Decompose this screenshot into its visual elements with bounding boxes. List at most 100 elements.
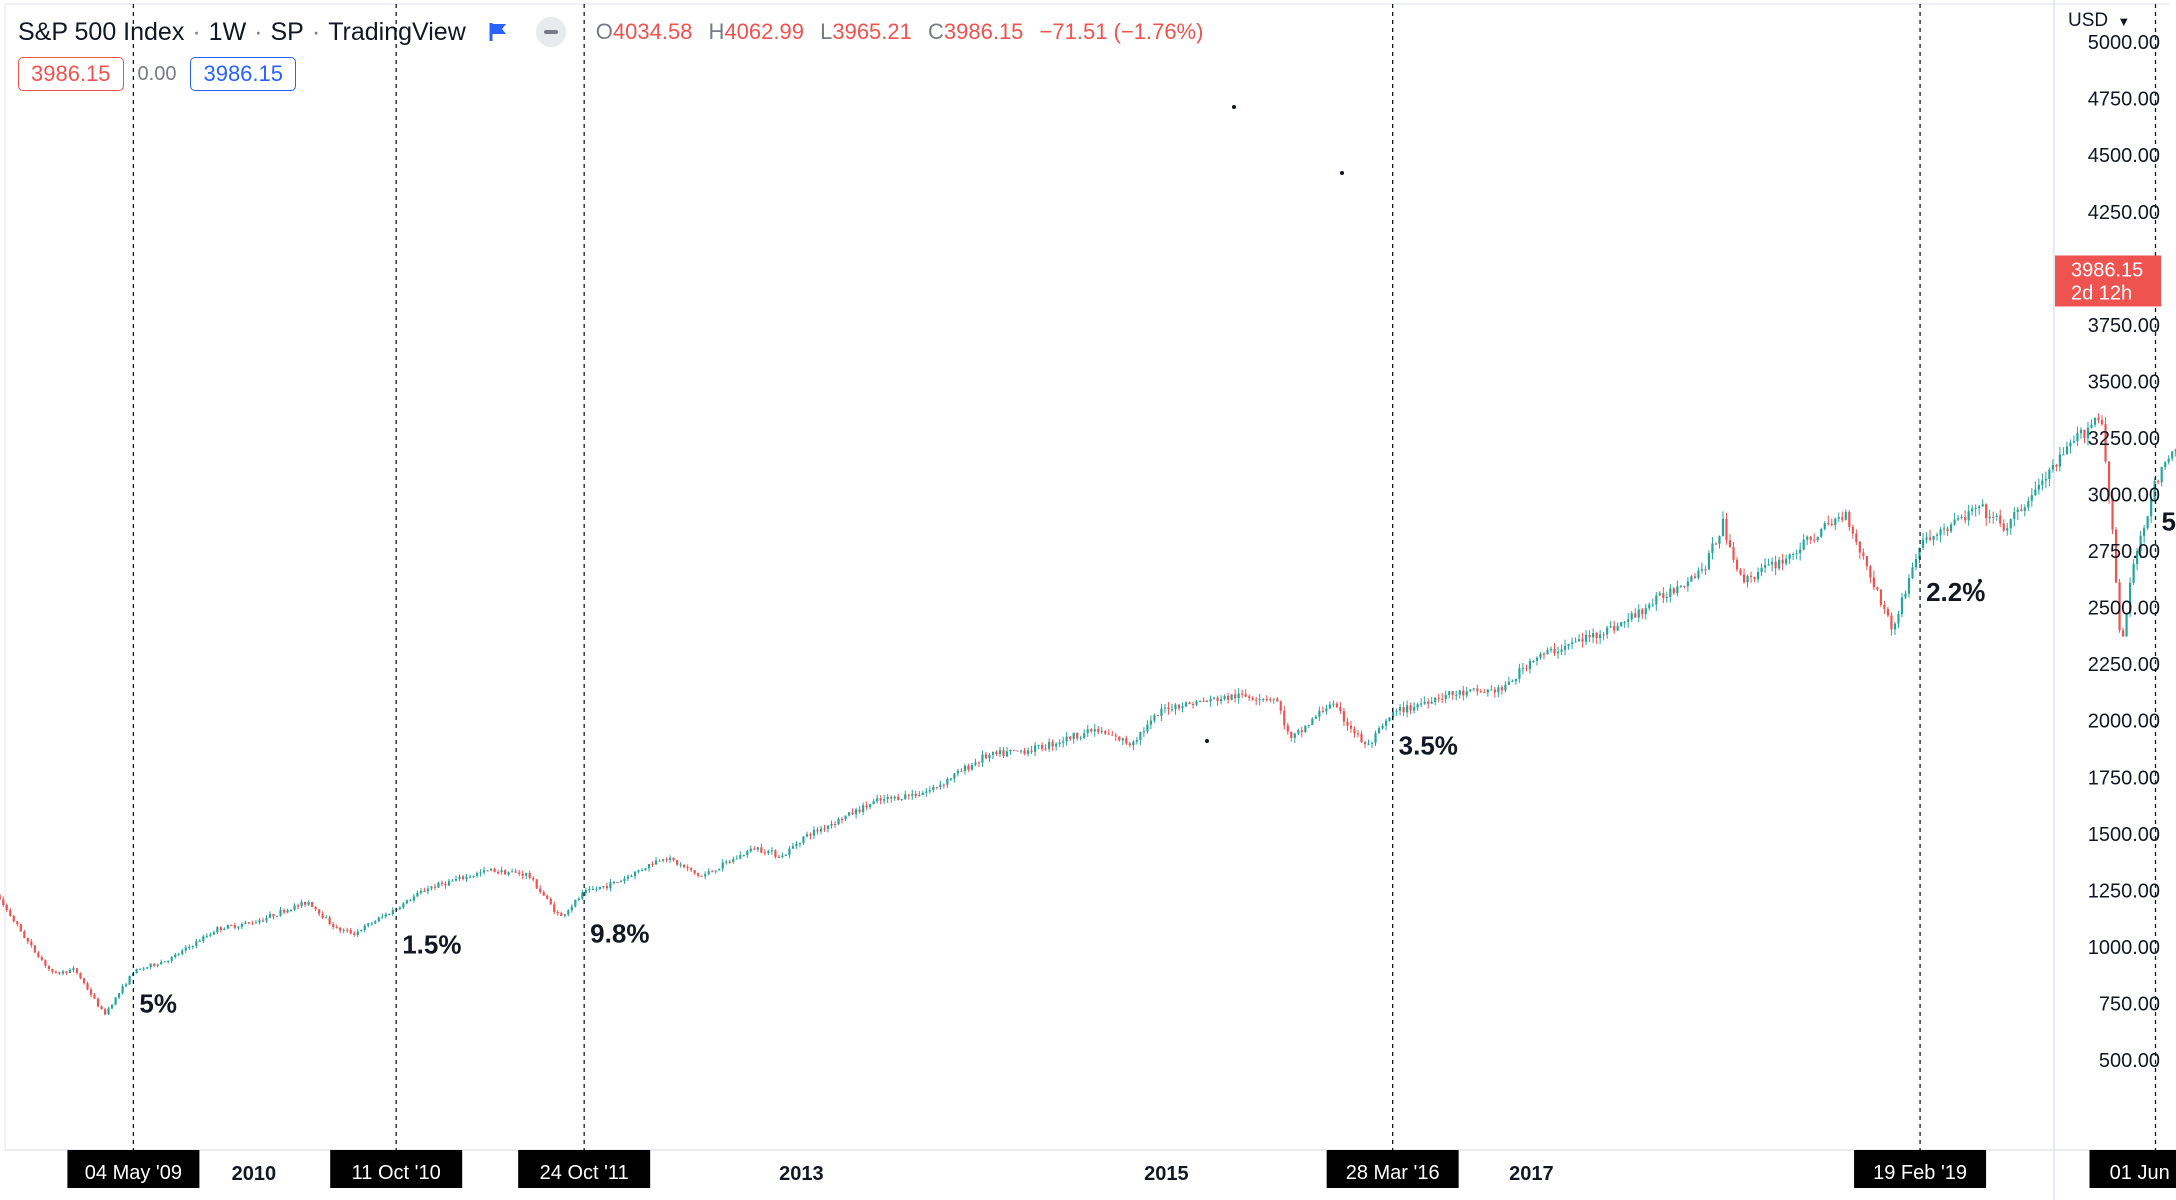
candle [1332, 700, 1335, 708]
price-tick-label: 3250.00 [2088, 428, 2160, 450]
candle [1290, 731, 1293, 742]
interval-label[interactable]: 1W [208, 17, 247, 46]
drawing-point [1205, 739, 1209, 743]
candle [651, 861, 654, 868]
candle [454, 875, 458, 882]
candle [307, 900, 310, 907]
buy-price-button[interactable]: 3986.15 [190, 57, 296, 91]
candle [30, 939, 33, 948]
candle [1286, 722, 1289, 735]
candle [1595, 631, 1598, 644]
candle [163, 961, 166, 963]
candle [1542, 652, 1546, 660]
candle [321, 911, 324, 919]
candle [328, 915, 331, 926]
candle [2009, 518, 2012, 535]
candle [230, 924, 233, 927]
candle [1441, 693, 1444, 704]
candle [1420, 698, 1423, 708]
candle [953, 772, 956, 783]
candle [1981, 499, 1984, 507]
candle [202, 934, 205, 943]
candle [1774, 555, 1777, 576]
candle [1511, 679, 1514, 683]
candle [23, 929, 26, 939]
candle [1957, 515, 1960, 522]
candle [967, 763, 970, 772]
candle [275, 915, 279, 918]
candle [2111, 491, 2114, 534]
candle [1251, 696, 1254, 701]
candle [1988, 509, 1991, 524]
candle [714, 870, 717, 874]
event-percent-label: 2.2% [1926, 577, 1985, 607]
candle [1097, 725, 1100, 734]
candle [1062, 736, 1065, 748]
candle [2058, 446, 2061, 472]
candle [904, 790, 907, 800]
candle [798, 842, 802, 848]
candle [1585, 630, 1588, 646]
candle [125, 982, 128, 988]
high-value: 4062.99 [724, 19, 804, 44]
candle [1076, 732, 1079, 741]
candle [654, 857, 658, 865]
candle [2006, 522, 2009, 536]
candle [1848, 509, 1851, 531]
candle [93, 992, 96, 999]
candle [1672, 586, 1675, 596]
candle [1198, 700, 1202, 703]
candle [490, 868, 493, 872]
candle [1398, 703, 1402, 716]
candle [335, 924, 338, 929]
candle [1483, 688, 1486, 693]
currency-selector[interactable]: USD ▼ [2068, 10, 2130, 32]
event-date-label: 04 May '09 [67, 1150, 200, 1188]
candle [468, 874, 472, 879]
candle [156, 963, 159, 968]
candle [1388, 717, 1391, 722]
candle [1356, 729, 1360, 738]
candle [1230, 694, 1233, 701]
candle [2020, 504, 2023, 512]
candle [865, 801, 868, 811]
candle [661, 858, 665, 863]
candle [1504, 681, 1507, 693]
candle [47, 965, 50, 972]
candle [303, 901, 307, 908]
candle [598, 886, 601, 890]
candle [977, 761, 981, 767]
flag-icon[interactable] [488, 21, 510, 43]
candle [1041, 742, 1044, 752]
eye-toggle-icon[interactable] [535, 17, 566, 47]
candle [1785, 554, 1788, 566]
candle [525, 872, 528, 879]
candle [1339, 702, 1342, 714]
candle [318, 909, 321, 917]
candle [1928, 529, 1932, 542]
symbol-name[interactable]: S&P 500 Index [18, 17, 185, 46]
candle [1276, 696, 1279, 702]
candle [1300, 726, 1303, 738]
candle [1142, 727, 1145, 738]
candle [616, 881, 619, 884]
candle [1560, 644, 1563, 656]
candle [1409, 702, 1412, 715]
candle [1353, 726, 1356, 738]
candle [1813, 533, 1816, 544]
candle [1637, 604, 1640, 623]
candle [1314, 715, 1317, 719]
candle [1886, 606, 1890, 618]
event-percent-label: 3.5% [1399, 731, 1458, 761]
candle [254, 919, 258, 924]
event-date-label: 24 Oct '11 [518, 1150, 651, 1188]
candle [2034, 481, 2037, 497]
candle [693, 870, 696, 875]
candle [1518, 663, 1521, 683]
candle [26, 937, 29, 945]
candle [1111, 730, 1114, 736]
candle [1630, 611, 1633, 622]
candle [1862, 548, 1865, 560]
sell-price-button[interactable]: 3986.15 [18, 57, 124, 91]
